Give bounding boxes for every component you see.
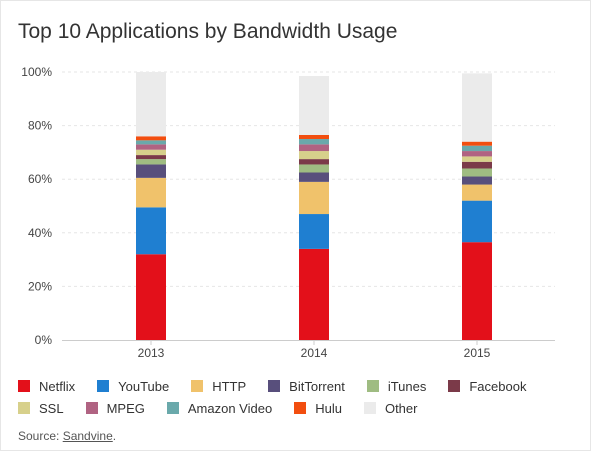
legend-item-http[interactable]: HTTP	[191, 379, 246, 394]
legend-row: Netflix YouTube HTTP BitTorrent iTunes Facebo…	[18, 375, 578, 397]
bar-segment-netflix	[462, 242, 492, 340]
bar-segment-mpeg	[462, 151, 492, 157]
legend-swatch	[366, 380, 379, 392]
bar-segment-other	[462, 73, 492, 142]
legend-label: YouTube	[118, 378, 170, 394]
legend-label: Amazon Video	[187, 400, 273, 416]
bar-segment-hulu	[136, 136, 166, 141]
bar-segment-facebook	[299, 159, 329, 165]
legend-item-netflix[interactable]: Netflix	[18, 379, 75, 394]
legend-label: iTunes	[387, 378, 427, 394]
y-tick-label: 100%	[21, 65, 52, 79]
legend-swatch	[268, 380, 281, 392]
bar-segment-youtube	[462, 200, 492, 243]
legend-item-facebook[interactable]: Facebook	[448, 379, 526, 394]
bar-segment-http	[462, 184, 492, 201]
legend-item-ssl[interactable]: SSL	[18, 401, 64, 416]
legend-swatch	[18, 380, 30, 392]
bar-segment-netflix	[136, 254, 166, 340]
legend-swatch	[448, 380, 461, 392]
bar-segment-amazon-video	[299, 139, 329, 145]
bar-segment-bittorrent	[462, 176, 492, 185]
source-suffix: .	[112, 429, 117, 443]
legend-item-other[interactable]: Other	[363, 400, 418, 416]
legend-item-youtube[interactable]: YouTube	[97, 379, 169, 394]
legend-label: SSL	[39, 400, 64, 416]
bar-segment-mpeg	[299, 144, 329, 152]
legend-swatch	[18, 402, 30, 414]
bar-segment-amazon-video	[462, 145, 492, 152]
bar-segment-youtube	[299, 214, 329, 249]
legend-label: BitTorrent	[289, 378, 345, 394]
bar-segment-facebook	[462, 161, 492, 169]
bar-segment-amazon-video	[136, 140, 166, 145]
legend-item-hulu[interactable]: Hulu	[294, 401, 342, 416]
bar-segment-bittorrent	[299, 172, 329, 182]
source-note: Source: Sandvine.	[18, 429, 116, 443]
bar-segment-itunes	[136, 159, 166, 165]
bar-segment-other	[136, 72, 166, 137]
bar-segment-other	[299, 76, 329, 135]
bar-segment-youtube	[136, 207, 166, 255]
legend-swatch	[97, 380, 110, 392]
y-tick-label: 80%	[28, 119, 52, 133]
bar-segment-http	[136, 177, 166, 208]
bar-segment-ssl	[299, 151, 329, 160]
legend-swatch	[166, 402, 179, 414]
source-link[interactable]: Sandvine	[62, 429, 113, 443]
bar-segment-itunes	[462, 168, 492, 177]
bar-segment-ssl	[462, 156, 492, 162]
y-tick-label: 60%	[28, 172, 52, 186]
x-tick-label: 2015	[464, 346, 491, 360]
y-tick-label: 0%	[35, 333, 53, 347]
stacked-bar-chart: 0% 20% 40% 60% 80% 100% 2013 2014 2015	[21, 65, 555, 360]
legend-label: Facebook	[469, 378, 527, 394]
bar-segment-http	[299, 181, 329, 215]
legend-label: MPEG	[106, 400, 145, 416]
legend-label: HTTP	[212, 378, 247, 394]
bar-segment-facebook	[136, 155, 166, 160]
chart-title: Top 10 Applications by Bandwidth Usage	[18, 20, 398, 43]
bar-segment-itunes	[299, 164, 329, 173]
x-tick-label: 2014	[301, 346, 328, 360]
bar-segment-mpeg	[136, 144, 166, 150]
legend-item-bittorrent[interactable]: BitTorrent	[268, 379, 345, 394]
legend-row: SSL MPEG Amazon Video Hulu Other	[18, 397, 578, 419]
bar-segment-hulu	[462, 141, 492, 146]
y-tick-label: 40%	[28, 226, 52, 240]
bar-segment-bittorrent	[136, 164, 166, 178]
legend-label: Hulu	[315, 400, 342, 416]
legend-label: Other	[384, 400, 418, 416]
chart-legend: Netflix YouTube HTTP BitTorrent iTunes Facebo…	[18, 375, 578, 419]
legend-item-amazon-video[interactable]: Amazon Video	[166, 400, 273, 416]
x-tick-label: 2013	[138, 346, 165, 360]
bar-segment-netflix	[299, 248, 329, 340]
bar-segment-hulu	[299, 134, 329, 139]
legend-swatch	[191, 380, 204, 392]
source-prefix: Source:	[18, 429, 63, 443]
bar-segment-ssl	[136, 149, 166, 156]
legend-swatch	[363, 402, 376, 414]
legend-label: Netflix	[39, 378, 76, 394]
y-tick-label: 20%	[28, 279, 52, 293]
legend-item-mpeg[interactable]: MPEG	[85, 400, 145, 416]
legend-item-itunes[interactable]: iTunes	[366, 378, 427, 394]
legend-swatch	[85, 402, 98, 414]
legend-swatch	[294, 402, 307, 414]
